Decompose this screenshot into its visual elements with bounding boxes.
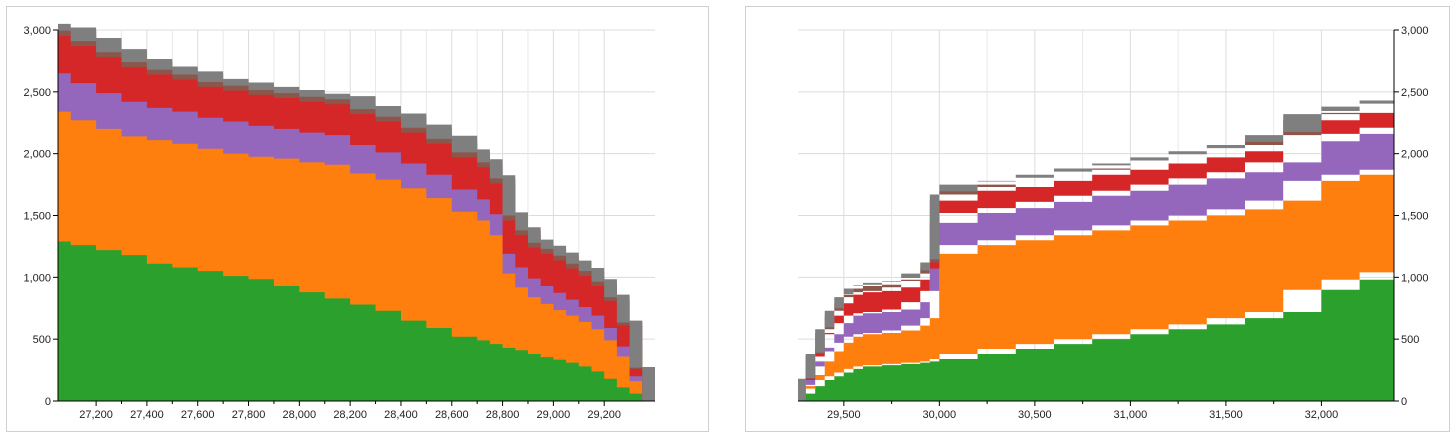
x-tick-label: 28,800 <box>486 409 520 421</box>
y-tick-label: 1,500 <box>23 211 51 223</box>
stacked-area-chart-left: 27,200 27,400 27,600 27,800 28,000 28,200 28,4… <box>23 23 655 421</box>
x-tick-label: 31,500 <box>1209 409 1243 421</box>
x-tick-label: 27,200 <box>79 409 113 421</box>
x-tick-label: 31,000 <box>1114 409 1148 421</box>
x-tick-label: 29,000 <box>537 409 571 421</box>
series-area-right-2 <box>798 127 1394 402</box>
y-tick-label: 1,500 <box>1401 211 1429 223</box>
x-tick-label: 28,000 <box>283 409 317 421</box>
x-tick-label: 32,000 <box>1305 409 1339 421</box>
x-tick-label: 29,500 <box>827 409 861 421</box>
y-tick-label: 1,000 <box>1401 272 1429 284</box>
y-tick-label: 2,500 <box>1401 87 1429 99</box>
series-area-left-5 <box>58 23 655 401</box>
x-tick-label: 27,800 <box>232 409 266 421</box>
x-tick-label: 27,400 <box>130 409 164 421</box>
x-tick-label: 27,600 <box>181 409 215 421</box>
y-tick-label: 0 <box>1401 396 1407 408</box>
x-tick-label: 30,500 <box>1018 409 1052 421</box>
y-tick-label: 500 <box>33 334 51 346</box>
y-tick-label: 0 <box>45 396 51 408</box>
x-tick-label: 28,200 <box>333 409 367 421</box>
axes-left: 27,200 27,400 27,600 27,800 28,000 28,200 28,4… <box>23 25 655 421</box>
x-tick-label: 30,000 <box>923 409 957 421</box>
series-area-right-1 <box>798 169 1394 401</box>
series-area-left-0 <box>58 240 655 401</box>
axes-right: 29,500 30,000 30,500 31,000 31,500 32,000 0 500… <box>798 25 1429 421</box>
y-tick-label: 2,000 <box>23 149 51 161</box>
x-tick-label: 28,600 <box>435 409 469 421</box>
y-tick-label: 1,000 <box>23 272 51 284</box>
y-tick-label: 3,000 <box>1401 25 1429 37</box>
x-tick-label: 29,200 <box>587 409 621 421</box>
chart-panel-left: 27,200 27,400 27,600 27,800 28,000 28,200 28,4… <box>6 6 709 432</box>
series-area-right-0 <box>798 272 1394 401</box>
y-tick-label: 500 <box>1401 334 1419 346</box>
y-tick-label: 2,500 <box>23 87 51 99</box>
series-group-right <box>798 97 1394 402</box>
stacked-area-chart-right: 29,500 30,000 30,500 31,000 31,500 32,000 0 500… <box>798 25 1429 421</box>
chart-panel-right: 29,500 30,000 30,500 31,000 31,500 32,000 0 500… <box>745 6 1450 432</box>
series-area-left-1 <box>58 110 655 401</box>
x-tick-label: 28,400 <box>384 409 418 421</box>
y-tick-label: 2,000 <box>1401 149 1429 161</box>
y-tick-label: 3,000 <box>23 25 51 37</box>
series-group-left <box>58 23 655 402</box>
